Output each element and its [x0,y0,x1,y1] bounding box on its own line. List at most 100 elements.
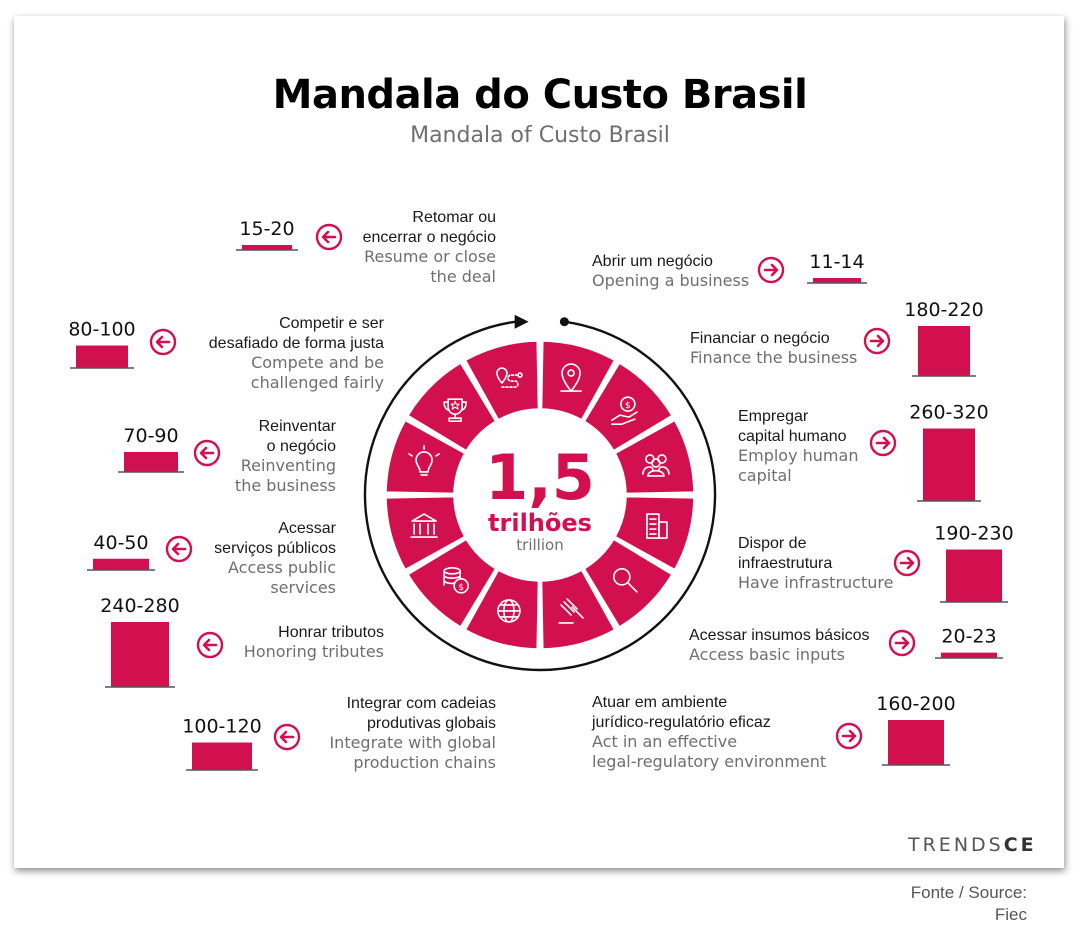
mandala-segment [583,362,673,452]
item-label-pt: serviços públicos [214,540,336,557]
map-pin-icon [560,363,582,392]
bar [813,278,861,283]
mandala-segment [385,419,466,495]
arrow-icon [193,439,221,467]
cycle-arrow-head [514,314,529,329]
bar-value-label: 160-200 [876,693,955,715]
arrow-icon-glyph [841,729,857,743]
route-icon [496,367,523,388]
bar [124,452,178,472]
arrow-icon-glyph [899,556,915,570]
bar-value-label: 11-14 [809,251,864,273]
building-icon [646,513,668,539]
lightbulb-icon [408,445,440,476]
total-unit-en: trillion [516,536,563,554]
item-label-en: challenged fairly [251,373,384,392]
brand-logo: TRENDSCE [908,834,1037,856]
arrow-icon-glyph [171,542,187,556]
item-label-en: Opening a business [592,271,749,290]
bar [888,720,944,765]
coins-icon: $ [443,567,469,594]
arrow-icon [888,629,916,657]
item-label-en: Have infrastructure [738,573,893,592]
item-label-en: Employ human [738,446,858,465]
mandala-segment [407,362,497,452]
item-label-pt: Financiar o negócio [690,330,830,347]
item-label-en: the business [235,476,336,495]
bar-value-label: 70-90 [123,425,178,447]
arrow-icon-glyph [763,263,779,277]
arrow-icon-glyph [155,335,171,349]
item-label-pt: Dispor de [738,535,807,552]
item-label-pt: o negócio [267,438,336,455]
mandala-segment [614,495,695,571]
arrow-icon-glyph [199,446,215,460]
item-label-pt: Retomar ou [412,209,496,226]
arrow-icon [869,429,897,457]
item-label-en: Finance the business [690,348,857,367]
total-value: 1,5 [485,441,595,514]
mandala-segment [464,340,540,421]
arrow-icon [196,631,224,659]
source-value: Fiec [994,905,1027,924]
item-label-pt: Acessar insumos básicos [689,627,870,644]
arrow-icon [315,223,343,251]
item-label-en: Resume or close [364,247,496,266]
item-label-en: production chains [353,753,496,772]
bar-value-label: 260-320 [909,402,988,424]
bar-value-label: 20-23 [941,626,996,648]
bar [192,742,252,770]
item-label-en: Access basic inputs [689,645,845,664]
mandala-segment [614,419,695,495]
mandala-segment [385,495,466,571]
bar [918,326,970,376]
item-label-en: Access public [228,558,336,577]
item-label-en: Compete and be [251,353,384,372]
arrow-icon [757,256,785,284]
mandala-segment [464,569,540,650]
people-icon [642,454,670,477]
item-label-pt: Atuar em ambiente [592,694,727,711]
svg-text:$: $ [458,583,464,593]
bar-value-label: 240-280 [100,595,179,617]
item-label-pt: encerrar o negócio [363,229,497,246]
mandala-segment [540,569,616,650]
source-label: Fonte / Source: [910,883,1027,902]
bar [941,652,997,658]
bar [242,245,292,250]
item-label-pt: Competir e ser [279,315,385,332]
page-subtitle: Mandala of Custo Brasil [410,123,670,148]
arrow-icon-glyph [202,638,218,652]
item-label-en: legal-regulatory environment [592,752,826,771]
bar-value-label: 180-220 [904,299,983,321]
arrow-icon [165,535,193,563]
arrow-icon-glyph [875,436,891,450]
arrow-icon-glyph [321,230,337,244]
bar [93,558,149,570]
arrow-icon-glyph [869,334,885,348]
bar-value-label: 40-50 [93,532,148,554]
arrow-icon-glyph [894,636,910,650]
item-label-en: Honoring tributes [244,642,384,661]
item-label-pt: desafiado de forma justa [209,335,384,352]
item-label-pt: capital humano [738,428,847,445]
item-label-en: Integrate with global [329,733,496,752]
item-label-pt: Integrar com cadeias [347,695,496,712]
bar [111,622,169,687]
bar-value-label: 15-20 [239,218,294,240]
item-label-en: Act in an effective [592,732,737,751]
item-label-en: the deal [430,267,496,286]
magnifier-icon [613,568,638,593]
item-label-pt: produtivas globais [367,715,496,732]
arrow-icon [863,327,891,355]
bar [946,549,1002,602]
item-label-pt: Reinventar [259,418,337,435]
arrow-icon [273,723,301,751]
item-label-pt: Abrir um negócio [592,253,713,270]
arrow-icon-glyph [279,730,295,744]
arrow-icon [835,722,863,750]
page-title: Mandala do Custo Brasil [272,72,808,118]
bank-icon [410,513,438,538]
item-label-en: capital [738,466,792,485]
